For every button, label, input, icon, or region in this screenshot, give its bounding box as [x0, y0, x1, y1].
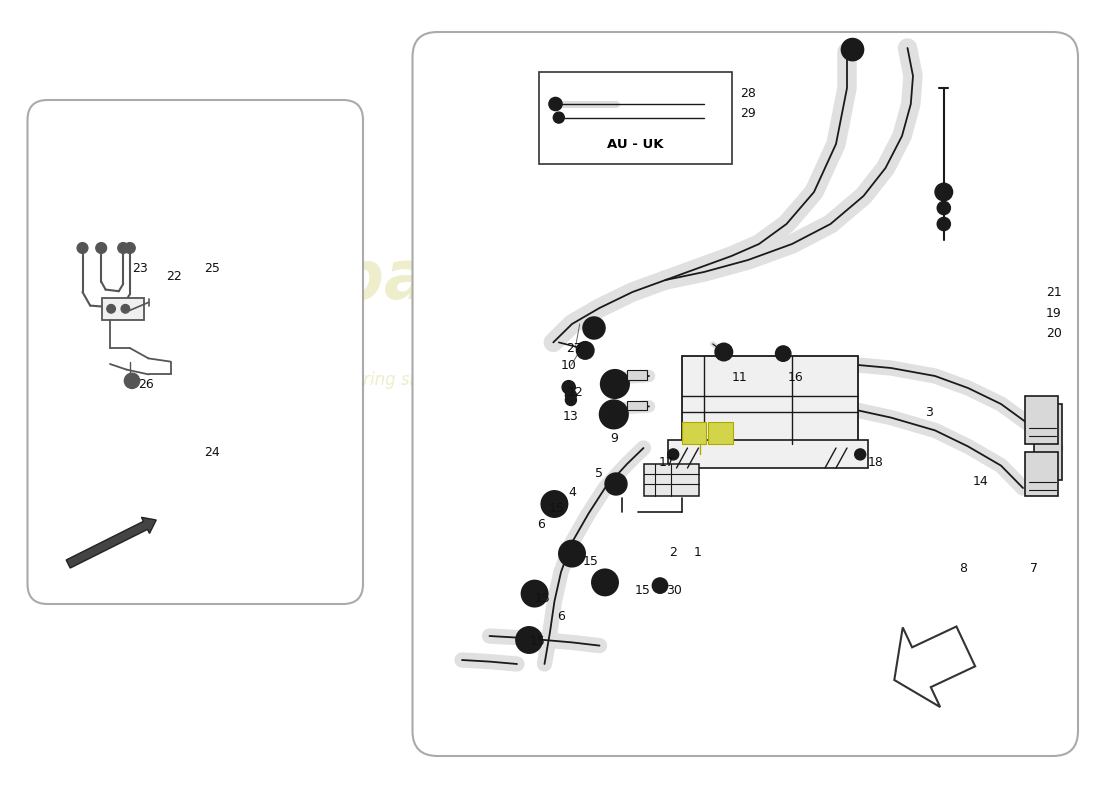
Circle shape — [124, 242, 135, 254]
Bar — [708, 422, 733, 444]
Circle shape — [668, 449, 679, 460]
Text: 17: 17 — [659, 456, 674, 469]
Text: 19: 19 — [1046, 307, 1062, 320]
Circle shape — [121, 305, 130, 313]
Circle shape — [562, 381, 575, 394]
Text: 11: 11 — [732, 371, 747, 384]
FancyArrow shape — [66, 518, 156, 568]
Text: 7: 7 — [1030, 562, 1038, 574]
Text: 3: 3 — [925, 406, 934, 418]
Circle shape — [776, 346, 791, 362]
Text: 2: 2 — [669, 546, 678, 558]
Circle shape — [592, 570, 618, 595]
Text: a passion for motoring since 1985: a passion for motoring since 1985 — [208, 371, 492, 389]
Circle shape — [600, 400, 628, 429]
Text: 15: 15 — [549, 502, 564, 514]
Bar — [1025, 452, 1058, 496]
Circle shape — [652, 578, 668, 594]
Bar — [627, 401, 647, 410]
Circle shape — [583, 317, 605, 339]
Text: 29: 29 — [740, 107, 756, 120]
Circle shape — [521, 581, 548, 606]
Circle shape — [516, 627, 542, 653]
Text: 15: 15 — [535, 592, 550, 605]
Text: 23: 23 — [132, 262, 147, 274]
Circle shape — [107, 305, 116, 313]
Text: 26: 26 — [139, 378, 154, 390]
Text: 6: 6 — [557, 610, 565, 622]
Text: europarts: europarts — [166, 247, 535, 313]
Text: 27: 27 — [566, 342, 582, 354]
Text: AU - UK: AU - UK — [607, 138, 663, 150]
Text: 24: 24 — [205, 446, 220, 458]
Text: 14: 14 — [972, 475, 988, 488]
Text: 8: 8 — [959, 562, 968, 574]
Bar — [682, 422, 706, 444]
Text: 13: 13 — [563, 410, 579, 422]
FancyBboxPatch shape — [28, 100, 363, 604]
Text: 6: 6 — [537, 518, 546, 530]
Circle shape — [601, 370, 629, 398]
Text: 9: 9 — [609, 432, 618, 445]
Text: 15: 15 — [530, 635, 546, 648]
Circle shape — [553, 112, 564, 123]
Circle shape — [565, 394, 576, 406]
Circle shape — [715, 343, 733, 361]
Bar — [1025, 396, 1058, 444]
Text: 15: 15 — [635, 584, 650, 597]
Bar — [102, 298, 144, 320]
Circle shape — [541, 490, 568, 517]
Polygon shape — [894, 626, 976, 707]
Text: europarts: europarts — [596, 247, 965, 313]
Text: 4: 4 — [568, 486, 576, 498]
Text: 21: 21 — [1046, 286, 1062, 298]
Text: 16: 16 — [788, 371, 803, 384]
Circle shape — [608, 378, 622, 390]
Circle shape — [855, 449, 866, 460]
Text: 18: 18 — [868, 456, 883, 469]
Circle shape — [124, 373, 140, 389]
Circle shape — [559, 541, 585, 566]
Circle shape — [118, 242, 129, 254]
Text: 1: 1 — [693, 546, 702, 558]
Bar — [644, 464, 698, 496]
Text: 5: 5 — [595, 467, 604, 480]
Text: 28: 28 — [740, 87, 756, 100]
Bar — [1034, 404, 1062, 480]
Bar — [539, 72, 732, 164]
Circle shape — [605, 473, 627, 495]
Text: 20: 20 — [1046, 327, 1062, 340]
Bar — [682, 356, 858, 444]
Circle shape — [77, 242, 88, 254]
Circle shape — [565, 390, 576, 401]
Bar — [668, 440, 868, 468]
Circle shape — [935, 183, 953, 201]
Text: 12: 12 — [568, 386, 583, 398]
Text: 25: 25 — [205, 262, 220, 274]
Text: a passion for motoring since 1985: a passion for motoring since 1985 — [638, 371, 922, 389]
Circle shape — [607, 408, 620, 421]
Circle shape — [937, 218, 950, 230]
Text: 22: 22 — [166, 270, 182, 282]
Circle shape — [842, 38, 864, 61]
Text: 15: 15 — [583, 555, 598, 568]
FancyBboxPatch shape — [412, 32, 1078, 756]
Text: 10: 10 — [561, 359, 576, 372]
Circle shape — [549, 98, 562, 110]
Bar — [627, 370, 647, 380]
Circle shape — [96, 242, 107, 254]
Text: 30: 30 — [667, 584, 682, 597]
Circle shape — [576, 342, 594, 359]
Circle shape — [937, 202, 950, 214]
